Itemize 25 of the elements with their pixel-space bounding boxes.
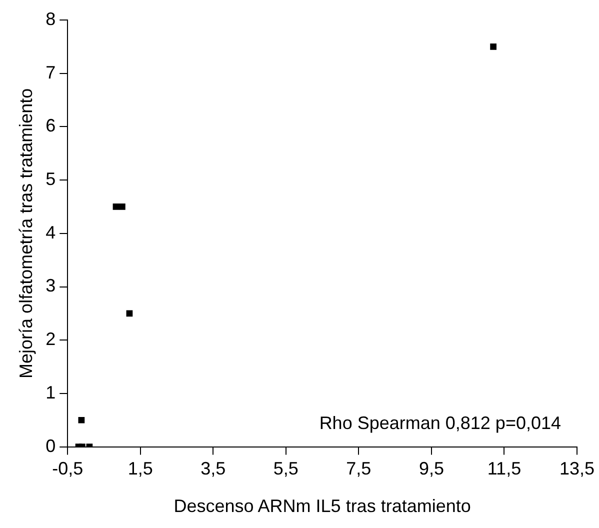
point [119,204,126,210]
x-tick-label: 9,5 [418,458,444,479]
y-tick-label: 1 [46,382,56,402]
x-tick-label: 5,5 [273,458,298,479]
y-tick-label: 3 [46,276,56,296]
y-tick-label: 0 [46,436,56,456]
x-tick-label: 1,5 [128,458,153,479]
x-tick-label: 3,5 [200,458,226,479]
y-tick-label: 7 [46,62,56,82]
point [112,204,120,210]
y-tick-label: 8 [46,8,56,29]
x-tick-label: -0,5 [52,458,84,479]
y-tick-label: 4 [46,222,56,242]
x-tick-label: 13,5 [559,458,595,479]
point [78,416,85,424]
x-tick-label: 7,5 [346,458,372,479]
point [490,43,496,50]
x-axis-title: Descenso ARNm IL5 tras tratamiento [174,496,471,516]
y-tick-label: 6 [46,116,56,136]
point [126,310,133,317]
y-tick-label: 2 [46,329,56,350]
annotation: Rho Spearman 0,812 p=0,014 [319,412,561,433]
y-axis-title: Mejoría olfatometría tras tratamiento [16,88,36,378]
x-tick-label: 11,5 [487,458,522,479]
y-tick-label: 5 [46,169,56,190]
